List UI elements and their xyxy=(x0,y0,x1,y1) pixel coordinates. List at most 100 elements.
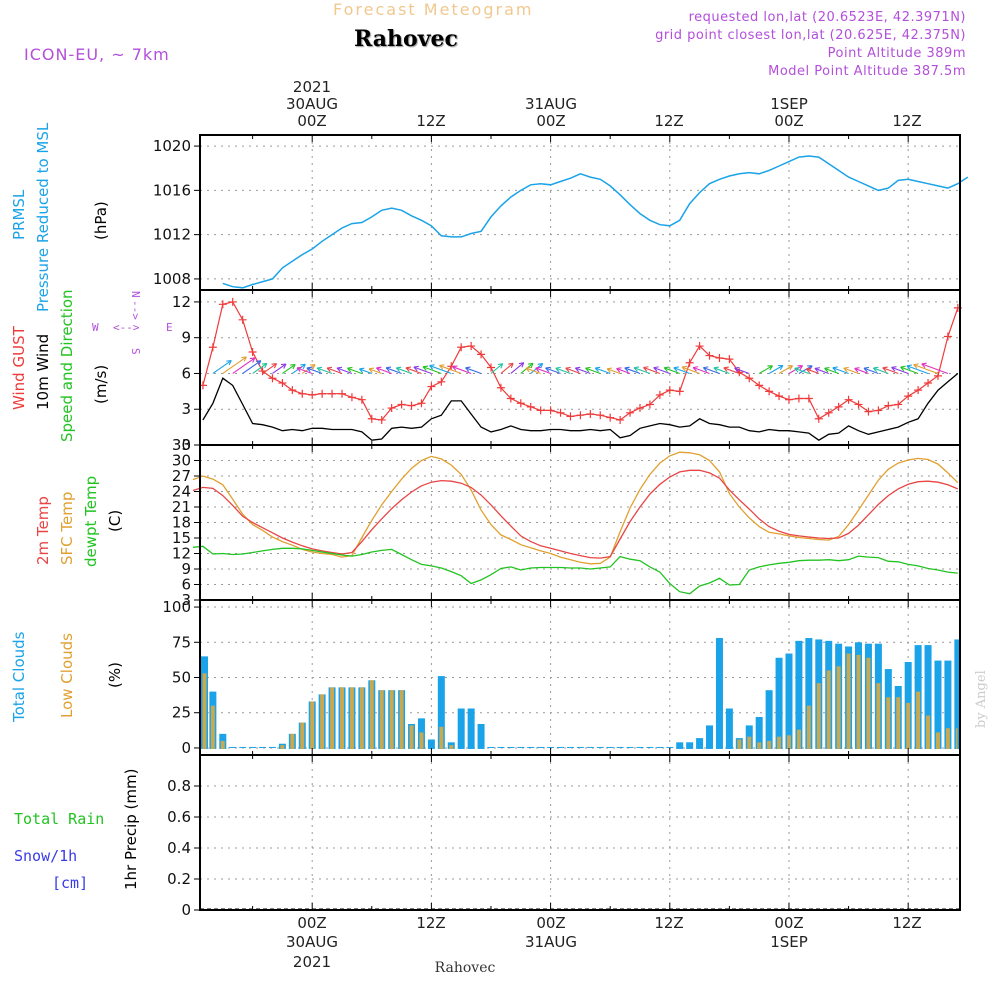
total-cloud-bar xyxy=(696,738,704,749)
t2m-label: 2m Temp xyxy=(34,496,52,565)
low-cloud-bar xyxy=(300,722,305,749)
compass-vertical: --> xyxy=(129,300,142,320)
wind-arrow-head xyxy=(854,367,860,373)
ytick-label: 50 xyxy=(172,669,191,687)
wind-arrow-head xyxy=(585,366,591,373)
ytick-label: 27 xyxy=(172,467,191,485)
wind-arrow-head xyxy=(643,366,649,372)
point-altitude: Point Altitude 389m xyxy=(827,46,966,61)
hour-label-top-4: 12Z xyxy=(654,112,683,130)
gust-marker xyxy=(576,411,585,420)
wind-arrow xyxy=(734,367,750,374)
ytick-label: 0.2 xyxy=(167,870,191,888)
ytick-label: 24 xyxy=(172,483,191,501)
gust-marker xyxy=(804,394,813,403)
wind-arrow-head xyxy=(395,366,402,373)
total-cloud-bar xyxy=(775,657,783,749)
gust-marker xyxy=(705,351,714,360)
low-cloud-bar xyxy=(926,715,931,749)
date-label-bottom-2: 31AUG xyxy=(525,933,577,951)
ytick-label: 30 xyxy=(172,452,191,470)
wind-arrow-head xyxy=(921,362,927,369)
low-cloud-bar xyxy=(290,733,295,749)
wind-arrow-head xyxy=(518,362,525,368)
low-cloud-bar xyxy=(310,701,315,749)
total-cloud-bar xyxy=(249,746,257,748)
top-time-axis: 2021 30AUG 31AUG 1SEP 00Z 12Z 00Z 12Z 00… xyxy=(286,78,922,130)
snow-unit: [cm] xyxy=(52,874,88,892)
ytick-label: 9 xyxy=(181,560,191,578)
gust-marker xyxy=(874,406,883,415)
total-cloud-bar xyxy=(547,746,555,748)
low-clouds-label: Low Clouds xyxy=(58,633,76,718)
ytick-label: 18 xyxy=(172,514,191,532)
gust-marker xyxy=(377,415,386,424)
wind10-label: 10m Wind xyxy=(34,334,52,410)
gust-marker xyxy=(347,393,356,402)
cloud-panel-labels: Total Clouds Low Clouds (%) xyxy=(10,631,124,723)
wind-arrow-head xyxy=(673,366,679,372)
wind-arrow xyxy=(565,367,581,374)
low-cloud-bar xyxy=(777,736,782,749)
low-cloud-bar xyxy=(826,670,831,749)
gust-marker xyxy=(655,390,664,399)
gust-marker xyxy=(616,415,625,424)
gust-marker xyxy=(407,401,416,410)
wind-arrow xyxy=(778,365,793,374)
low-cloud-bar xyxy=(866,657,871,749)
wind-arrow xyxy=(396,367,412,374)
temp-unit: (C) xyxy=(106,510,124,532)
total-cloud-bar xyxy=(596,746,604,748)
gust-marker xyxy=(596,411,605,420)
total-cloud-bar xyxy=(924,645,932,749)
low-cloud-bar xyxy=(806,705,811,749)
total-cloud-bar xyxy=(259,746,267,748)
wind-arrow xyxy=(510,362,525,374)
wind-arrow xyxy=(595,367,611,374)
compass-north: N xyxy=(129,291,142,298)
gust-marker xyxy=(814,414,823,423)
gust-marker xyxy=(755,381,764,390)
gust-marker xyxy=(278,379,287,387)
wind-arrow-head xyxy=(527,362,534,369)
footer-location: Rahovec xyxy=(435,960,496,976)
total-cloud-bar xyxy=(666,746,674,748)
total-cloud-bar xyxy=(576,746,584,748)
gust-marker xyxy=(586,410,595,418)
low-cloud-bar xyxy=(886,697,891,749)
low-cloud-bar xyxy=(955,728,958,749)
watermark: by Angel xyxy=(974,670,989,728)
wind-arrow-head xyxy=(439,364,445,370)
wind-arrow xyxy=(653,367,670,374)
sfc-label: SFC Temp xyxy=(58,492,76,565)
wind-arrow-head xyxy=(271,363,278,369)
low-cloud-bar xyxy=(339,687,344,749)
total-cloud-bar xyxy=(805,638,813,749)
gust-marker xyxy=(516,399,525,408)
gust-marker xyxy=(546,406,555,415)
ytick-label: 15 xyxy=(172,529,191,547)
total-cloud-bar xyxy=(467,708,475,749)
total-cloud-bar xyxy=(656,746,664,748)
gust-marker xyxy=(318,389,327,398)
low-cloud-bar xyxy=(439,726,444,749)
gust-marker xyxy=(626,408,635,417)
wind-arrow xyxy=(624,367,641,374)
ytick-label: 6 xyxy=(181,364,191,382)
sfc-temp-line xyxy=(192,451,959,565)
t2m-line xyxy=(192,469,959,559)
wind-arrow xyxy=(798,365,813,374)
wind-arrow xyxy=(490,363,504,374)
compass-rose: W <--> E N --> S xyxy=(92,291,173,355)
wind-arrow xyxy=(232,357,256,374)
wind-arrow-head xyxy=(633,366,640,372)
wind-arrow xyxy=(575,367,591,374)
total-cloud-bar xyxy=(477,724,485,749)
ytick-label: 6 xyxy=(181,576,191,594)
wind-arrow xyxy=(882,367,899,374)
total-cloud-bar xyxy=(517,746,525,748)
total-cloud-bar xyxy=(239,746,247,748)
wind10-line xyxy=(202,373,959,441)
wind-arrow xyxy=(282,364,296,374)
gust-marker xyxy=(765,387,774,396)
